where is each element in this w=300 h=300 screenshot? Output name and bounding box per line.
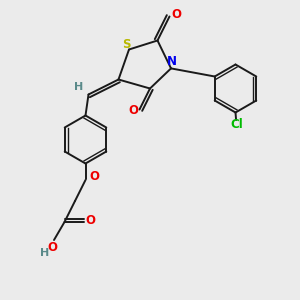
Text: Cl: Cl <box>231 118 243 131</box>
Text: S: S <box>122 38 130 51</box>
Text: H: H <box>40 248 49 259</box>
Text: O: O <box>47 241 58 254</box>
Text: O: O <box>128 104 139 118</box>
Text: N: N <box>167 55 177 68</box>
Text: O: O <box>89 170 99 184</box>
Text: H: H <box>74 82 83 92</box>
Text: O: O <box>171 8 181 22</box>
Text: O: O <box>85 214 96 227</box>
